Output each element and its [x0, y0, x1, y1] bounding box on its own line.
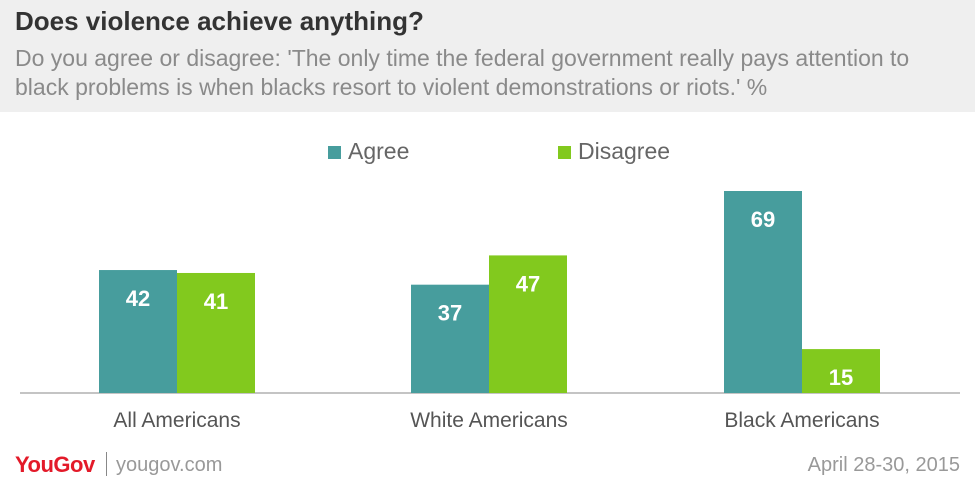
- data-label-disagree-2: 15: [829, 365, 853, 390]
- chart-subtitle: Do you agree or disagree: 'The only time…: [15, 45, 910, 100]
- bar-disagree-2: [802, 349, 880, 393]
- legend: Agree Disagree: [0, 137, 975, 167]
- yougov-logo: YouGov: [15, 452, 95, 477]
- footer-site: yougov.com: [116, 454, 223, 476]
- bar-agree-0: [99, 270, 177, 393]
- legend-label-disagree: Disagree: [578, 138, 671, 164]
- data-label-disagree-0: 41: [204, 289, 228, 314]
- footer-date: April 28-30, 2015: [807, 454, 960, 476]
- category-label-0: All Americans: [113, 409, 240, 432]
- legend-swatch-agree: [328, 146, 341, 159]
- legend-label-agree: Agree: [348, 138, 410, 164]
- bar-agree-2: [724, 191, 802, 393]
- category-label-1: White Americans: [410, 409, 568, 432]
- data-label-agree-2: 69: [751, 207, 775, 232]
- legend-swatch-disagree: [558, 146, 571, 159]
- bar-disagree-1: [489, 255, 567, 393]
- data-label-disagree-1: 47: [516, 271, 540, 296]
- category-label-2: Black Americans: [724, 409, 879, 432]
- data-label-agree-1: 37: [438, 301, 462, 326]
- footer-divider: [106, 452, 107, 476]
- bar-agree-1: [411, 284, 489, 393]
- bar-disagree-0: [177, 272, 255, 393]
- data-label-agree-0: 42: [126, 286, 150, 311]
- chart-title: Does violence achieve anything?: [15, 6, 424, 36]
- header-band: Does violence achieve anything? Do you a…: [0, 0, 975, 112]
